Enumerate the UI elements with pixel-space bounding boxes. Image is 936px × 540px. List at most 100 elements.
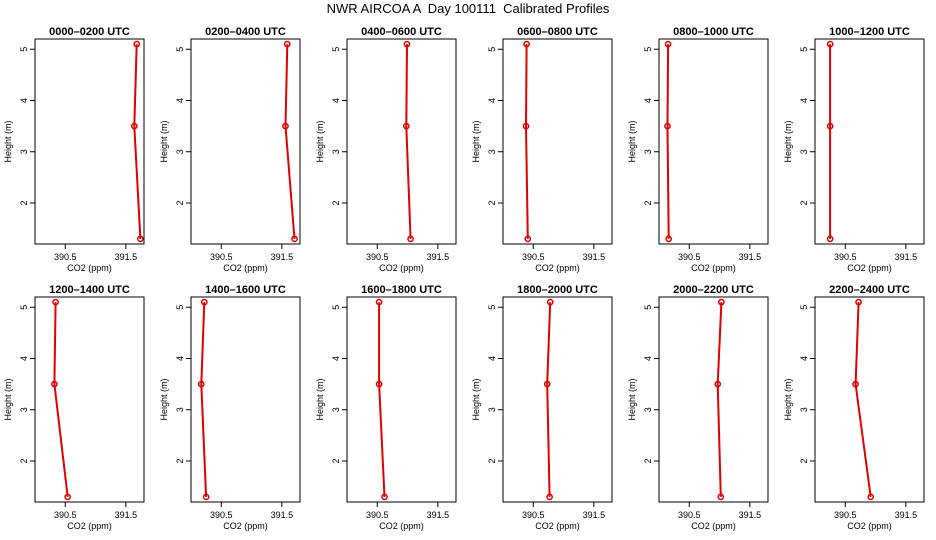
y-tick-label: 2 xyxy=(487,458,497,463)
y-tick-label: 5 xyxy=(643,47,653,52)
x-axis-label: CO2 (ppm) xyxy=(223,263,268,273)
y-tick-label: 5 xyxy=(19,47,29,52)
data-point xyxy=(522,122,530,130)
x-tick-label: 391.5 xyxy=(427,510,450,520)
plot-frame xyxy=(814,296,925,503)
page-title: NWR AIRCOA A Day 100111 Calibrated Profi… xyxy=(326,1,610,16)
profile-line xyxy=(716,302,723,497)
y-axis-label: Height (m) xyxy=(159,120,169,162)
data-point xyxy=(717,493,725,501)
x-tick-label: 390.5 xyxy=(54,252,77,262)
y-axis-label: Height (m) xyxy=(315,378,325,420)
plot-frame xyxy=(190,38,301,245)
x-tick-label: 390.5 xyxy=(678,510,701,520)
data-point xyxy=(291,235,298,243)
y-tick-label: 4 xyxy=(643,356,653,361)
y-tick-label: 4 xyxy=(799,98,809,103)
x-axis-label: CO2 (ppm) xyxy=(535,521,580,531)
x-tick-label: 390.5 xyxy=(54,510,77,520)
y-tick-label: 5 xyxy=(487,47,497,52)
y-tick-label: 3 xyxy=(643,407,653,412)
plot-frame xyxy=(34,296,145,503)
y-tick-label: 4 xyxy=(331,356,341,361)
x-axis-label: CO2 (ppm) xyxy=(223,521,268,531)
x-tick-label: 391.5 xyxy=(583,510,606,520)
data-point xyxy=(403,40,411,48)
data-point xyxy=(524,235,532,243)
x-tick-label: 390.5 xyxy=(366,510,389,520)
y-tick-label: 3 xyxy=(799,149,809,154)
y-tick-label: 3 xyxy=(19,407,29,412)
data-point xyxy=(407,235,414,243)
x-tick-label: 390.5 xyxy=(522,252,545,262)
y-tick-label: 4 xyxy=(19,98,29,103)
data-point xyxy=(137,235,144,243)
y-tick-label: 3 xyxy=(175,407,185,412)
y-tick-label: 2 xyxy=(331,200,341,205)
y-tick-label: 5 xyxy=(175,47,185,52)
plot-frame xyxy=(346,296,457,503)
y-axis-label: Height (m) xyxy=(783,120,793,162)
x-tick-label: 391.5 xyxy=(271,252,294,262)
y-axis-label: Height (m) xyxy=(783,378,793,420)
y-tick-label: 4 xyxy=(487,356,497,361)
y-tick-label: 4 xyxy=(19,356,29,361)
x-tick-label: 390.5 xyxy=(834,252,857,262)
data-point xyxy=(852,380,859,388)
y-tick-label: 5 xyxy=(331,47,341,52)
x-tick-label: 391.5 xyxy=(895,510,918,520)
data-point xyxy=(523,40,530,48)
y-tick-label: 3 xyxy=(643,149,653,154)
x-tick-label: 390.5 xyxy=(678,252,701,262)
y-tick-label: 2 xyxy=(643,200,653,205)
x-axis-label: CO2 (ppm) xyxy=(535,263,580,273)
y-tick-label: 5 xyxy=(487,305,497,310)
y-tick-label: 3 xyxy=(331,407,341,412)
y-tick-label: 4 xyxy=(487,98,497,103)
profile-line xyxy=(378,302,386,497)
profile-line xyxy=(546,302,552,497)
plot-frame xyxy=(34,38,145,245)
x-tick-label: 390.5 xyxy=(210,510,233,520)
y-tick-label: 3 xyxy=(175,149,185,154)
y-tick-label: 4 xyxy=(331,98,341,103)
y-tick-label: 2 xyxy=(175,200,185,205)
y-tick-label: 5 xyxy=(175,305,185,310)
x-axis-label: CO2 (ppm) xyxy=(67,263,112,273)
x-axis-label: CO2 (ppm) xyxy=(847,521,892,531)
y-tick-label: 3 xyxy=(331,149,341,154)
y-tick-label: 4 xyxy=(175,356,185,361)
data-point xyxy=(867,493,875,501)
data-point xyxy=(202,493,210,501)
data-point xyxy=(714,380,722,388)
data-point xyxy=(402,122,410,130)
x-axis-label: CO2 (ppm) xyxy=(67,521,112,531)
data-point xyxy=(130,122,138,130)
data-point xyxy=(664,122,671,130)
data-point xyxy=(282,122,289,130)
y-axis-label: Height (m) xyxy=(471,378,481,420)
x-tick-label: 391.5 xyxy=(739,252,762,262)
x-axis-label: CO2 (ppm) xyxy=(379,263,424,273)
x-tick-label: 390.5 xyxy=(210,252,233,262)
y-axis-label: Height (m) xyxy=(3,120,13,162)
data-point xyxy=(855,298,862,306)
x-tick-label: 391.5 xyxy=(271,510,294,520)
data-point xyxy=(826,122,834,130)
profile-line xyxy=(524,44,529,239)
profile-line xyxy=(200,302,208,497)
y-axis-label: Height (m) xyxy=(471,120,481,162)
data-point xyxy=(381,493,388,501)
y-tick-label: 2 xyxy=(487,200,497,205)
y-tick-label: 2 xyxy=(19,200,29,205)
x-tick-label: 391.5 xyxy=(583,252,606,262)
y-tick-label: 2 xyxy=(19,458,29,463)
data-point xyxy=(133,40,141,48)
data-point xyxy=(52,298,59,306)
data-point xyxy=(665,235,673,243)
x-axis-label: CO2 (ppm) xyxy=(847,263,892,273)
x-tick-label: 390.5 xyxy=(834,510,857,520)
data-point xyxy=(283,40,291,48)
data-point xyxy=(197,380,205,388)
panel-title: 1400–1600 UTC xyxy=(205,284,286,296)
